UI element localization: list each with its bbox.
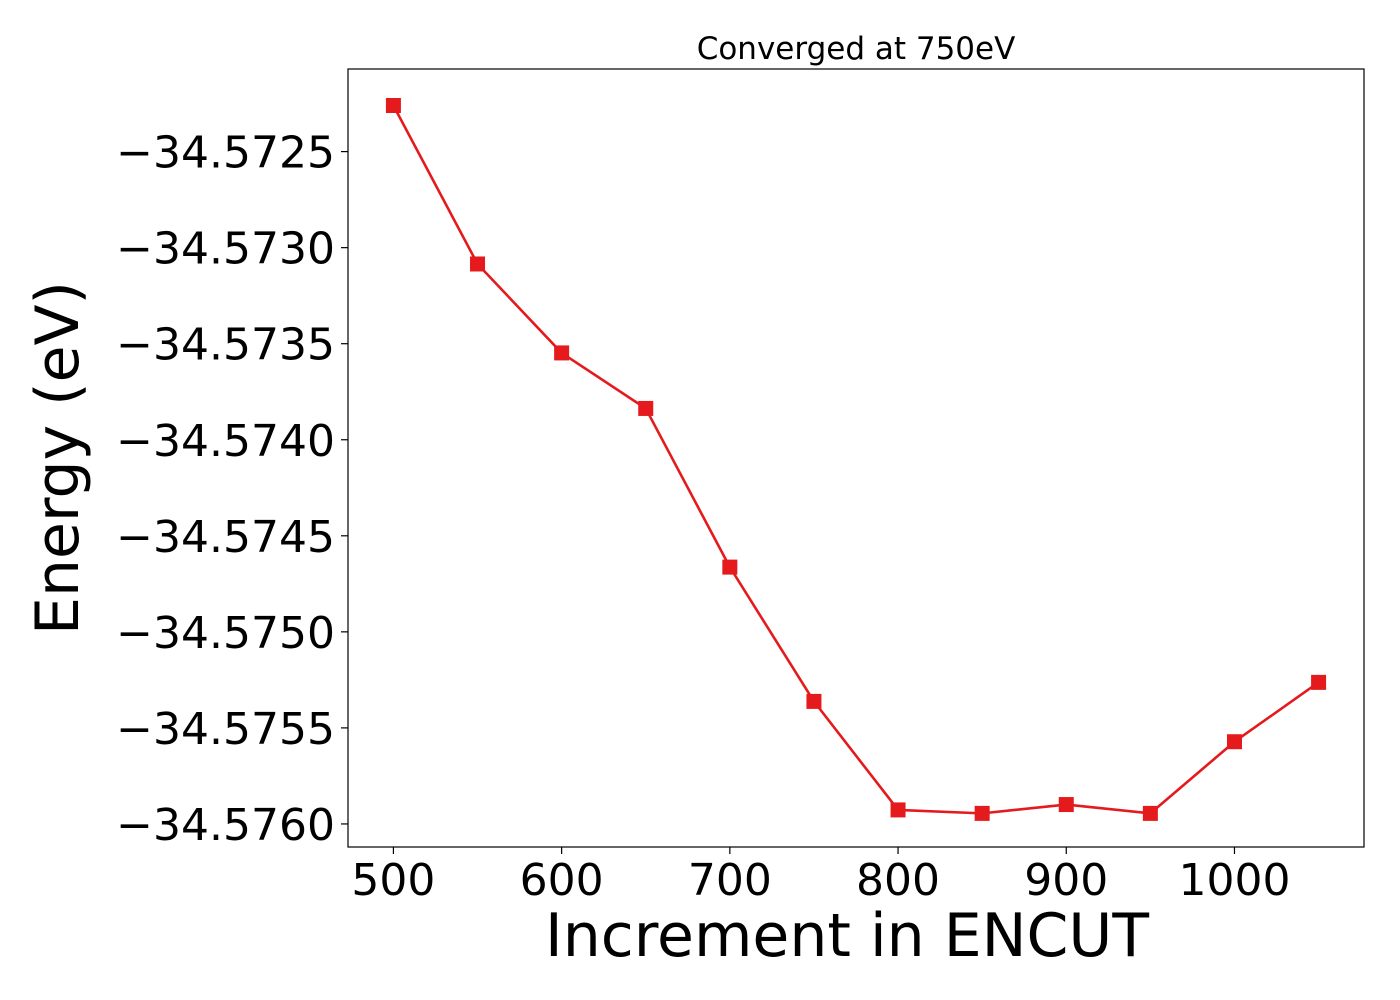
data-point-marker bbox=[1058, 797, 1074, 813]
y-tick-label: −34.5745 bbox=[116, 512, 335, 563]
x-tick-label: 900 bbox=[1024, 855, 1108, 906]
data-point-marker bbox=[806, 693, 822, 709]
x-axis-label: Increment in ENCUT bbox=[545, 901, 1149, 971]
x-axis-ticks: 500 600 700 800 900 1000 bbox=[351, 847, 1290, 906]
data-point-marker bbox=[1311, 674, 1327, 690]
y-tick-label: −34.5730 bbox=[116, 224, 335, 275]
x-tick-label: 1000 bbox=[1178, 855, 1290, 906]
y-tick-label: −34.5735 bbox=[116, 320, 335, 371]
data-point-marker bbox=[385, 98, 401, 113]
y-tick-label: −34.5725 bbox=[116, 128, 335, 179]
y-tick-label: −34.5750 bbox=[116, 608, 335, 659]
y-axis-ticks: −34.5725 −34.5730 −34.5735 −34.5740 −34.5745… bbox=[116, 128, 348, 851]
plot-series-area bbox=[385, 98, 1327, 821]
plot-frame bbox=[347, 68, 1365, 848]
data-point-marker bbox=[890, 802, 906, 818]
y-axis-label: Energy (eV) bbox=[23, 281, 93, 635]
x-tick-label: 600 bbox=[520, 855, 604, 906]
x-tick-label: 500 bbox=[351, 855, 435, 906]
data-point-marker bbox=[722, 559, 738, 575]
data-point-marker bbox=[1142, 805, 1158, 821]
y-tick-label: −34.5755 bbox=[116, 704, 335, 755]
data-point-marker bbox=[638, 400, 654, 416]
data-point-marker bbox=[554, 345, 570, 361]
y-tick-label: −34.5760 bbox=[116, 800, 335, 851]
series-line bbox=[392, 104, 1320, 815]
chart-title: Converged at 750eV bbox=[697, 31, 1016, 67]
y-tick-label: −34.5740 bbox=[116, 416, 335, 467]
data-point-marker bbox=[1226, 734, 1242, 750]
data-point-marker bbox=[974, 805, 990, 821]
x-tick-label: 700 bbox=[688, 855, 772, 906]
data-point-marker bbox=[470, 256, 486, 272]
x-tick-label: 800 bbox=[856, 855, 940, 906]
